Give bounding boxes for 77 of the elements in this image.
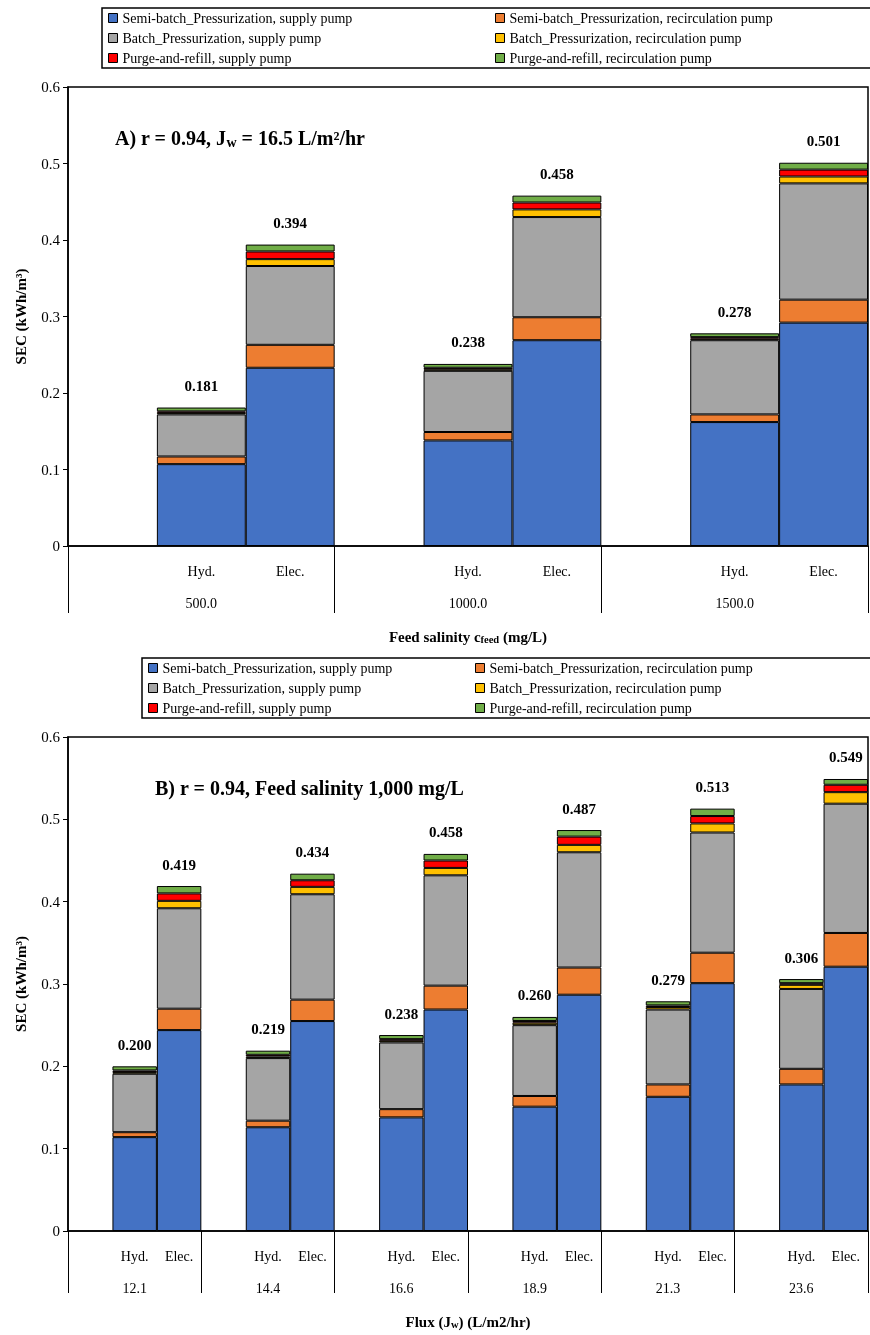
total-label: 0.458 — [540, 166, 574, 183]
y-axis-title: SEC (kWh/m³) — [12, 268, 30, 365]
text: B) r = 0.94, Feed salinity 1,000 mg/L — [155, 777, 464, 800]
total-label: 0.513 — [695, 779, 730, 796]
x-tick-label: Hyd. — [520, 1248, 549, 1264]
total-label: 0.260 — [517, 987, 552, 1004]
x-tick-label: Elec. — [542, 563, 572, 579]
legend-label: Batch_Pressurization, recirculation pump — [509, 30, 742, 46]
y-tick-label: 0.2 — [41, 1058, 60, 1075]
total-label: 0.238 — [384, 1005, 419, 1022]
y-tick-label: 0.5 — [41, 155, 60, 172]
x-tick-label: Hyd. — [787, 1248, 816, 1264]
y-tick-label: 0.4 — [41, 893, 61, 910]
x-tick-label: Elec. — [564, 1248, 594, 1264]
total-label: 0.434 — [295, 844, 330, 861]
y-tick-label: 0 — [52, 1223, 60, 1239]
total-label: 0.549 — [828, 749, 863, 766]
text: A) r = 0.94, Jw = 16.5 L/m²/hr — [115, 127, 366, 150]
x-tick-label: Elec. — [431, 1248, 460, 1264]
total-label: 0.219 — [251, 1021, 285, 1038]
total-label: 0.458 — [428, 824, 463, 841]
x-tick-label: Elec. — [276, 563, 305, 579]
legend-label: Semi-batch_Pressurization, supply pump — [122, 10, 353, 26]
total-label: 0.306 — [784, 949, 819, 966]
y-tick-label: 0.3 — [41, 976, 60, 992]
text: 14.4 — [255, 1280, 281, 1296]
legend-label: Purge-and-refill, recirculation pump — [489, 700, 692, 716]
total-label: 0.279 — [651, 971, 685, 988]
text: 1000.0 — [448, 595, 488, 611]
y-tick-label: 0.6 — [41, 79, 61, 95]
x-tick-label: Elec. — [298, 1248, 327, 1264]
x-tick-label: Hyd. — [120, 1248, 149, 1264]
legend-label: Purge-and-refill, supply pump — [122, 50, 292, 66]
y-tick-label: 0.1 — [41, 461, 60, 478]
total-label: 0.394 — [273, 215, 308, 232]
x-tick-label: Elec. — [698, 1248, 727, 1264]
y-tick-label: 0.5 — [41, 811, 60, 828]
legend-label: Batch_Pressurization, recirculation pump — [489, 680, 722, 696]
total-label: 0.419 — [162, 856, 196, 873]
legend-label: Batch_Pressurization, supply pump — [122, 30, 322, 46]
total-label: 0.238 — [451, 334, 485, 351]
legend-label: Semi-batch_Pressurization, recirculation pump — [489, 660, 753, 676]
total-label: 0.278 — [717, 303, 752, 320]
x-tick-label: Hyd. — [654, 1248, 682, 1264]
x-tick-label: Elec. — [164, 1248, 194, 1264]
text: 16.6 — [389, 1280, 414, 1296]
y-tick-label: 0.4 — [41, 232, 61, 248]
y-axis-title: SEC (kWh/m³) — [12, 936, 30, 1032]
y-tick-label: 0.3 — [41, 308, 60, 325]
x-tick-label: Hyd. — [187, 563, 216, 579]
legend-label: Purge-and-refill, recirculation pump — [509, 50, 712, 66]
total-label: 0.200 — [117, 1036, 152, 1053]
y-tick-label: 0.6 — [41, 729, 61, 745]
y-tick-label: 0 — [52, 538, 60, 554]
legend-label: Semi-batch_Pressurization, supply pump — [162, 660, 393, 676]
x-tick-label: Hyd. — [254, 1248, 282, 1264]
total-label: 0.181 — [184, 378, 219, 395]
legend-label: Purge-and-refill, supply pump — [162, 700, 332, 716]
text: 23.6 — [789, 1280, 814, 1296]
text: 1500.0 — [715, 595, 754, 611]
legend-label: Semi-batch_Pressurization, recirculation pump — [509, 10, 773, 26]
total-label: 0.501 — [806, 133, 841, 150]
text: 12.1 — [122, 1280, 147, 1296]
x-tick-label: Elec. — [831, 1248, 860, 1264]
total-label: 0.487 — [562, 800, 597, 817]
x-axis-title: Feed salinity cfeed (mg/L) — [388, 628, 548, 646]
x-axis-title: Flux (Jw) (L/m2/hr) — [405, 1313, 531, 1331]
text: 18.9 — [522, 1280, 547, 1296]
legend-label: Batch_Pressurization, supply pump — [162, 680, 362, 696]
x-tick-label: Elec. — [809, 563, 838, 579]
x-tick-label: Hyd. — [387, 1248, 416, 1264]
y-tick-label: 0.1 — [41, 1140, 60, 1157]
x-tick-label: Hyd. — [454, 563, 482, 579]
y-tick-label: 0.2 — [41, 385, 60, 401]
x-tick-label: Hyd. — [720, 563, 749, 579]
text: 21.3 — [655, 1280, 681, 1296]
text: 500.0 — [185, 595, 218, 611]
